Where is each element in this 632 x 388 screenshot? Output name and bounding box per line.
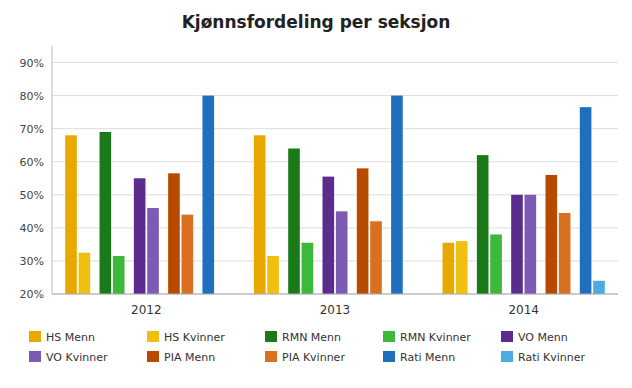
grid (52, 63, 618, 294)
y-tick-label: 60% (20, 156, 44, 169)
y-tick-label: 30% (20, 255, 44, 268)
grid-line (52, 95, 618, 96)
legend-label: HS Kvinner (164, 331, 225, 344)
bar (477, 155, 489, 294)
legend-label: Rati Kvinner (518, 351, 585, 364)
bar (511, 195, 523, 294)
legend-label: VO Menn (518, 331, 568, 344)
bar (322, 177, 334, 294)
legend-label: RMN Kvinner (400, 331, 471, 344)
grid-line (52, 62, 618, 63)
title: Kjønnsfordeling per seksjon (182, 12, 451, 32)
bar (134, 178, 146, 294)
bar (168, 173, 180, 294)
bar (525, 195, 537, 294)
bar (443, 243, 455, 294)
bar (267, 256, 279, 294)
legend-swatch (29, 331, 41, 342)
grid-line (52, 161, 618, 162)
bar (580, 107, 592, 294)
background (0, 0, 632, 388)
x-tick-label: 2014 (508, 303, 539, 317)
legend-label: PIA Kvinner (282, 351, 345, 364)
bar (490, 234, 502, 294)
y-tick-label: 90% (20, 57, 44, 70)
bar (559, 213, 571, 294)
legend-swatch (501, 331, 513, 342)
y-tick-label: 40% (20, 222, 44, 235)
bar (65, 135, 77, 294)
bar (357, 168, 369, 294)
bar (302, 243, 314, 294)
legend-label: RMN Menn (282, 331, 341, 344)
bar (336, 211, 348, 294)
y-axis-line (52, 46, 53, 294)
bar (456, 241, 468, 294)
x-tick-label: 2012 (131, 303, 162, 317)
legend-swatch (147, 331, 159, 342)
bars (65, 96, 605, 294)
legend-label: PIA Menn (164, 351, 215, 364)
legend-swatch (383, 351, 395, 362)
x-tick-label: 2013 (320, 303, 351, 317)
bar (147, 208, 159, 294)
legend-swatch (383, 331, 395, 342)
legend-swatch (265, 331, 277, 342)
legend-swatch (147, 351, 159, 362)
bar (79, 253, 91, 294)
legend-swatch (265, 351, 277, 362)
bar (113, 256, 125, 294)
y-tick-label: 80% (20, 90, 44, 103)
grid-line (52, 294, 618, 295)
bar (545, 175, 557, 294)
legend-swatch (501, 351, 513, 362)
y-tick-label: 20% (20, 288, 44, 301)
legend-label: HS Menn (46, 331, 95, 344)
legend-swatch (29, 351, 41, 362)
legend: HS Menn HS Kvinner RMN Menn RMN Kvinner VO M… (29, 331, 585, 364)
bar (288, 149, 300, 294)
bar (254, 135, 266, 294)
y-tick-label: 50% (20, 189, 44, 202)
bar (182, 215, 194, 294)
bar (100, 132, 112, 294)
y-tick-label: 70% (20, 123, 44, 136)
grid-line (52, 128, 618, 129)
legend-label: VO Kvinner (46, 351, 108, 364)
bar (370, 221, 382, 294)
bar (391, 96, 403, 294)
x-axis-line (52, 294, 618, 295)
bar (593, 281, 605, 294)
bar (202, 96, 214, 294)
legend-label: Rati Menn (400, 351, 455, 364)
chart: Kjønnsfordeling per seksjon 20% 30% 40% 50% 6… (0, 0, 632, 388)
